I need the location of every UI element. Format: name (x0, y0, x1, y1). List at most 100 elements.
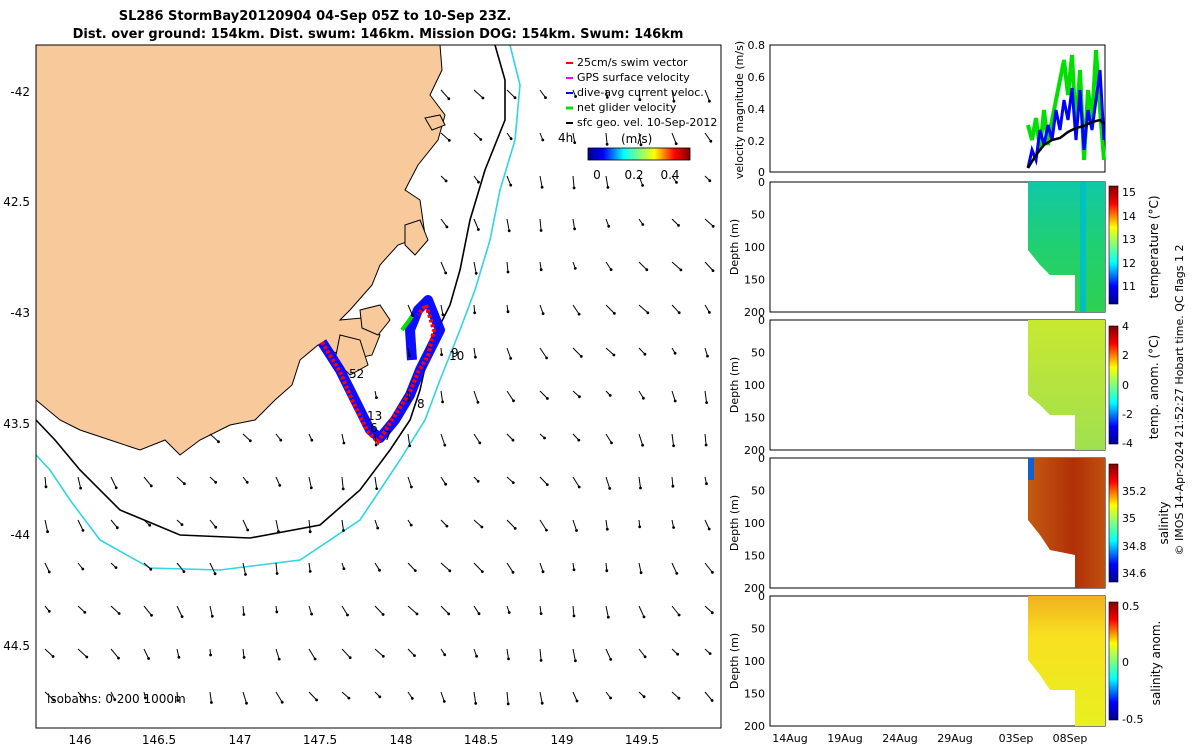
velocity-arrowhead (507, 611, 511, 614)
velocity-arrowhead (474, 355, 477, 359)
velocity-arrowhead (413, 569, 417, 572)
velocity-arrowhead (638, 98, 642, 102)
velocity-ylabel: velocity magnitude (m/s) (733, 41, 746, 179)
day-label: 10 (449, 349, 464, 363)
velocity-arrow (671, 562, 678, 574)
velocity-arrowhead (381, 654, 385, 658)
cbar-tick: 34.6 (1122, 567, 1147, 580)
velocity-arrow (209, 691, 212, 703)
velocity-arrowhead (706, 354, 709, 358)
velocity-ytick: 0.2 (748, 135, 766, 148)
velocity-arrow (143, 648, 150, 659)
velocity-arrow (539, 476, 548, 485)
cbar-tick: 15 (1122, 186, 1136, 199)
velocity-arrow (242, 605, 245, 615)
velocity-arrowhead (209, 653, 213, 657)
velocity-arrow (77, 476, 82, 489)
lon-tick: 149 (551, 733, 574, 747)
velocity-arrowhead (606, 615, 610, 619)
velocity-arrowhead (507, 229, 511, 233)
velocity-arrowhead (177, 655, 181, 659)
velocity-arrowhead (506, 702, 510, 706)
velocity-arrow (506, 648, 509, 659)
velocity-arrow (110, 691, 116, 700)
velocity-arrow (539, 304, 544, 314)
velocity-arrowhead (672, 444, 675, 448)
velocity-arrowhead (410, 697, 414, 700)
lat-tick: -42 (10, 85, 30, 99)
velocity-arrowhead (639, 571, 643, 575)
velocity-arrowhead (646, 311, 650, 315)
temperature-cbar-label: temperature (°C) (1147, 196, 1161, 299)
velocity-arrow (605, 175, 609, 188)
velocity-arrowhead (415, 612, 419, 616)
depth-tick: 0 (758, 176, 765, 189)
velocity-arrow (209, 433, 219, 443)
velocity-arrow (110, 476, 117, 489)
temp-anom-cbar-label: temp. anom. (°C) (1147, 335, 1161, 439)
velocity-arrowhead (708, 99, 711, 103)
map-colorbar: 4h (m/s) 0 0.2 0.4 (558, 131, 691, 182)
velocity-arrowhead (613, 312, 616, 315)
velocity-arrow (143, 605, 152, 616)
velocity-arrowhead (509, 137, 513, 141)
velocity-arrowhead (342, 567, 346, 571)
velocity-arrow (407, 390, 410, 401)
velocity-arrowhead (447, 97, 451, 101)
net-velocity-line (1026, 49, 1106, 161)
velocity-arrow (506, 390, 514, 402)
velocity-arrow (506, 218, 510, 231)
velocity-arrowhead (609, 268, 613, 271)
velocity-arrowhead (609, 658, 613, 661)
velocity-arrow (638, 175, 644, 186)
velocity-arrow (671, 89, 675, 102)
velocity-arrowhead (79, 486, 82, 490)
colorbar (587, 147, 691, 161)
velocity-arrow (440, 519, 448, 527)
velocity-arrowhead (545, 528, 548, 532)
velocity-arrowhead (641, 223, 645, 226)
date-tick: 03Sep (999, 732, 1034, 745)
velocity-arrow (209, 519, 217, 528)
velocity-arrowhead (643, 655, 647, 659)
velocity-arrow (407, 476, 412, 488)
velocity-arrowhead (513, 96, 517, 100)
velocity-arrow (110, 519, 118, 529)
isobath-note: isobaths: 0 200 1000m (47, 692, 186, 706)
velocity-arrowhead (346, 613, 349, 617)
velocity-arrow (176, 648, 180, 658)
velocity-arrowhead (210, 614, 214, 618)
velocity-arrow (506, 691, 509, 704)
sal-anom-panel: Depth (m) 0.5 0 -0.5 salinity anom. (728, 595, 1163, 727)
velocity-arrow (374, 605, 384, 615)
velocity-arrow (440, 605, 450, 615)
velocity-arrowhead (342, 441, 346, 445)
velocity-arrow (671, 132, 677, 144)
velocity-arrowhead (539, 229, 543, 232)
temperature-panel: Depth (m) 15 14 13 12 11 temperature (°C… (728, 181, 1161, 313)
velocity-arrowhead (708, 179, 712, 183)
depth-tick: 100 (744, 655, 765, 668)
velocity-arrowhead (217, 440, 220, 444)
velocity-arrow (506, 476, 514, 483)
legend-item: net glider velocity (577, 101, 677, 114)
velocity-arrow (440, 218, 448, 228)
velocity-arrowhead (180, 523, 184, 526)
velocity-arrow (473, 218, 479, 230)
velocity-arrowhead (47, 570, 51, 574)
velocity-arrowhead (242, 656, 246, 659)
temp-anom-colorbar (1108, 325, 1119, 445)
velocity-arrowhead (639, 143, 643, 147)
velocity-arrowhead (445, 524, 449, 528)
velocity-arrowhead (577, 485, 581, 489)
velocity-arrow (605, 347, 615, 356)
velocity-arrowhead (607, 224, 611, 228)
velocity-arrow (605, 261, 612, 270)
velocity-arrow (638, 433, 644, 446)
velocity-arrow (77, 691, 86, 701)
velocity-arrow (440, 476, 447, 485)
velocity-arrowhead (605, 569, 609, 573)
velocity-arrowhead (609, 696, 612, 700)
velocity-arrow (275, 519, 279, 532)
velocity-arrowhead (675, 572, 679, 575)
